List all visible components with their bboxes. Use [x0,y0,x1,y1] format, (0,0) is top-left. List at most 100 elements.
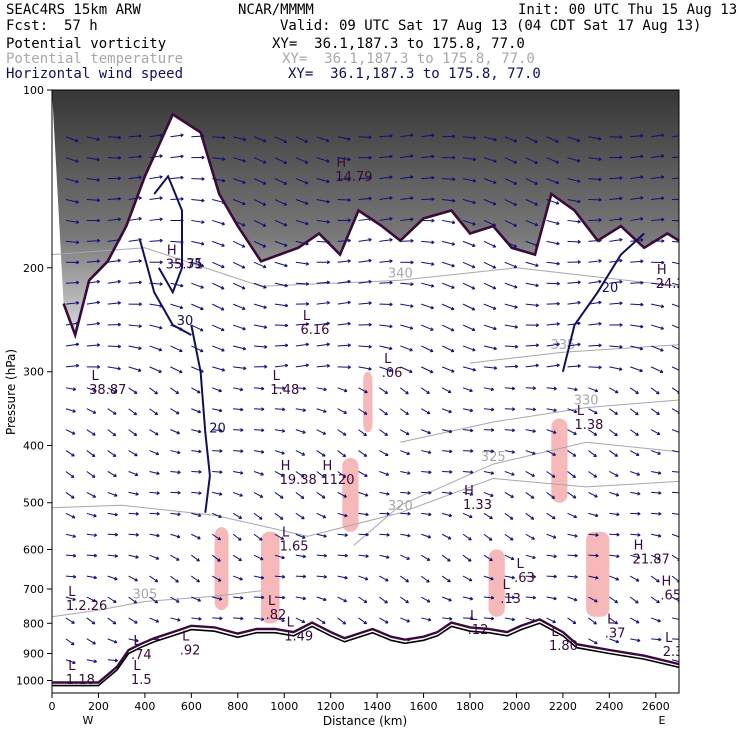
wind-vector-head [221,264,225,269]
wind-vector [232,512,242,519]
wind-vector-head [511,617,515,622]
wind-vector-head [493,366,498,370]
wind-vector-head [490,387,495,392]
wind-vector [170,366,183,373]
wind-vector-head [180,154,184,159]
wind-vector-head [509,537,514,541]
wind-vector [421,155,435,159]
wind-vector [274,344,288,347]
wind-vector-head [614,453,618,457]
wind-vector [274,387,285,389]
wind-vector [253,429,265,431]
wind-vector [650,366,664,373]
wind-vector [212,366,225,371]
wind-vector [546,554,557,558]
wind-vector [546,219,560,225]
wind-vector [421,240,435,244]
wind-vector [358,512,369,516]
wind-vector [379,324,393,328]
wind-vector [379,596,388,604]
wind-vector-head [598,218,602,222]
wind-vector-head [389,324,393,329]
wind-vector-head [159,238,163,243]
wind-vector-head [493,137,497,142]
wind-vector-head [72,534,76,538]
wind-vector [483,240,496,248]
wind-vector-head [635,432,639,436]
wind-vector-head [511,472,515,476]
wind-vector-head [201,220,205,224]
wind-vector-head [343,494,347,498]
wind-vector [170,429,180,434]
wind-vector [671,135,679,138]
wind-vector [191,554,200,562]
wind-vector [462,178,476,182]
wind-vector-head [555,180,560,185]
wind-vector [609,259,623,263]
wind-vector-head [260,472,264,476]
wind-speed-contour-label: 30 [177,314,194,329]
wind-vector [462,219,476,226]
wind-vector [170,575,179,583]
wind-vector-head [636,555,641,560]
wind-vector [253,199,266,206]
wind-vector-head [531,536,535,540]
wind-vector-head [75,240,80,245]
wind-vector [358,302,372,305]
wind-vector [567,596,578,601]
wind-vector-head [640,238,644,242]
wind-vector [462,136,477,139]
wind-vector-head [410,133,414,138]
wind-vector-head [347,157,351,162]
wind-vector-head [155,431,159,436]
wind-vector-head [284,363,289,368]
wind-vector [546,533,557,539]
wind-speed-contour-label: 20 [209,421,226,436]
extremum-value: 38.87 [89,383,126,398]
wind-vector-head [656,431,661,435]
wind-vector-head [175,579,179,583]
wind-vector [212,261,225,268]
wind-vector-head [389,238,393,242]
wind-vector [463,450,474,452]
wind-vector [379,429,388,436]
wind-vector [421,261,435,265]
wind-vector-head [259,494,264,498]
wind-vector-head [598,279,602,284]
wind-vector-head [283,181,288,185]
wind-vector-head [76,260,80,265]
wind-vector-head [386,511,390,516]
wind-vector [274,364,288,368]
wind-vector-head [431,240,435,245]
wind-vector [191,512,202,517]
wind-vector-head [556,281,560,286]
wind-vector-head [639,368,643,373]
extremum-marker: L [273,369,281,384]
wind-vector-head [619,367,623,371]
wind-vector-head [410,260,414,265]
wind-vector-head [406,451,411,456]
wind-vector-head [657,533,662,538]
wind-vector-head [472,367,476,372]
wind-vector-head [259,537,263,541]
wind-vector [400,491,411,494]
extremum-marker: L [607,612,615,627]
wind-vector-head [221,243,225,247]
wind-vector-head [75,301,80,305]
wind-vector-head [342,453,347,458]
wind-vector-head [156,471,160,476]
wind-vector [588,260,602,263]
wind-vector [671,450,679,453]
wind-vector [609,302,623,305]
wind-vector [358,387,368,394]
wind-vector [233,408,244,411]
wind-vector [65,471,75,478]
wind-vector-head [240,449,244,453]
wind-vector [462,157,476,161]
wind-vector-head [241,244,246,248]
wind-vector [525,387,536,389]
wind-vector-head [640,281,644,285]
extremum-marker: L [68,659,76,674]
wind-vector-head [138,217,142,221]
wind-vector-head [469,596,474,601]
